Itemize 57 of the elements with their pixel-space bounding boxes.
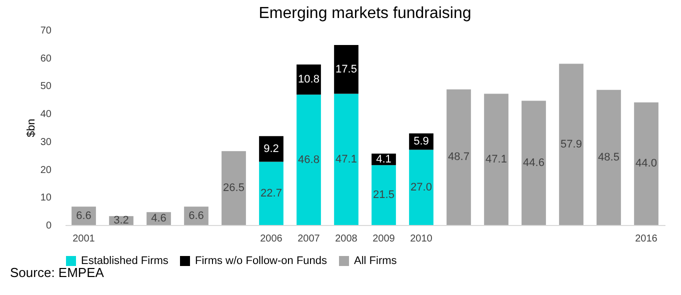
data-label: 47.1 <box>336 153 357 166</box>
data-label: 9.2 <box>264 142 279 155</box>
y-tick-label: 40 <box>40 109 52 120</box>
data-label: 48.7 <box>448 151 470 164</box>
data-label: 5.9 <box>414 136 429 148</box>
x-tick-label: 2009 <box>372 234 396 244</box>
x-tick-label: 2008 <box>335 234 358 244</box>
bar <box>596 90 621 225</box>
data-label: 10.8 <box>298 74 320 86</box>
bar <box>484 94 508 225</box>
legend-label: Firms w/o Follow-on Funds <box>195 255 328 267</box>
bar <box>334 45 358 94</box>
data-label: 57.9 <box>560 138 582 150</box>
bar <box>334 94 358 225</box>
legend-label: All Firms <box>354 255 398 267</box>
y-tick-label: 10 <box>40 192 52 204</box>
data-label: 22.7 <box>260 187 282 200</box>
data-label: 21.5 <box>373 189 394 202</box>
y-tick-label: 0 <box>46 220 52 232</box>
bar <box>372 165 396 225</box>
bar <box>522 100 546 225</box>
bar <box>296 64 321 95</box>
data-label: 3.2 <box>114 214 129 227</box>
data-label: 46.8 <box>298 154 320 166</box>
bar <box>259 162 284 225</box>
source-note: Source: EMPEA <box>10 265 104 280</box>
bar <box>559 64 584 225</box>
data-label: 48.5 <box>598 151 620 164</box>
y-axis-title: $bn <box>25 118 38 138</box>
data-label: 6.6 <box>76 210 92 222</box>
bar <box>446 89 471 225</box>
data-label: 47.1 <box>486 153 507 166</box>
x-tick-label: 2006 <box>260 234 283 244</box>
y-tick-label: 70 <box>40 26 52 36</box>
data-label: 17.5 <box>336 63 357 76</box>
bar <box>409 150 434 225</box>
y-tick-label: 20 <box>40 164 52 176</box>
x-tick-label: 2010 <box>410 234 433 244</box>
y-tick-label: 30 <box>40 136 52 148</box>
x-tick-label: 2007 <box>298 234 320 244</box>
data-label: 27.0 <box>410 181 432 194</box>
x-tick-label: 2016 <box>635 234 658 244</box>
y-tick-label: 60 <box>40 53 52 64</box>
data-label: 4.6 <box>151 212 166 225</box>
data-label: 6.6 <box>188 210 204 222</box>
bar <box>634 102 658 225</box>
data-label: 26.5 <box>223 182 244 194</box>
bar <box>222 151 246 225</box>
chart-title: Emerging markets fundraising <box>258 5 472 22</box>
data-label: 44.0 <box>636 158 657 170</box>
data-label: 44.6 <box>523 156 544 169</box>
legend-label: Established Firms <box>81 255 169 267</box>
data-label: 4.1 <box>376 153 392 166</box>
y-tick-label: 50 <box>40 81 52 92</box>
bar <box>259 136 284 162</box>
x-tick-label: 2001 <box>72 234 96 244</box>
bar <box>296 94 321 225</box>
